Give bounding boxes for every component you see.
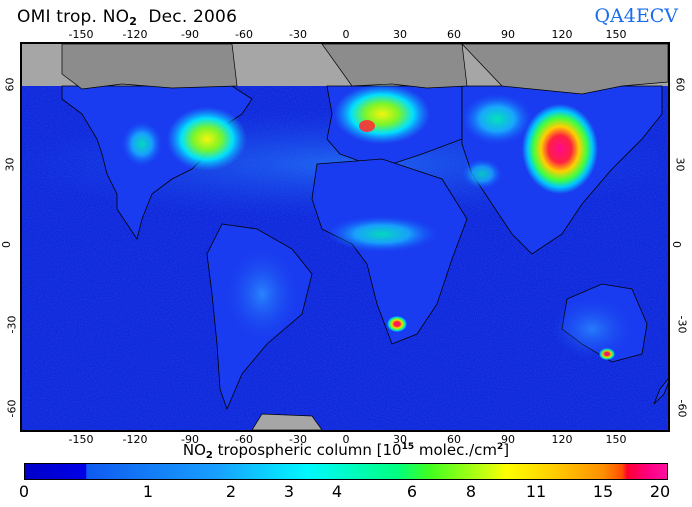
- lon-tick: -60: [235, 433, 253, 446]
- lon-tick: 90: [501, 28, 515, 41]
- lon-tick: 0: [342, 28, 350, 41]
- no2-map: [20, 42, 670, 432]
- lon-tick: 150: [605, 28, 627, 41]
- colorbar: [24, 463, 668, 480]
- lon-tick: 90: [501, 433, 515, 446]
- colorbar-label: 20: [649, 482, 671, 501]
- colorbar-label: 2: [225, 482, 237, 501]
- lon-tick: -120: [122, 433, 148, 446]
- colorbar-title: NO2 tropospheric column [1015 molec./cm2…: [0, 441, 692, 461]
- lon-tick: -90: [181, 28, 199, 41]
- lat-tick: 60: [673, 77, 687, 92]
- lon-tick: 150: [605, 433, 627, 446]
- colorbar-label: 15: [592, 482, 614, 501]
- colorbar-label: 11: [525, 482, 547, 501]
- cb-title-part: ]: [503, 441, 510, 459]
- lat-tick: 0: [0, 241, 13, 248]
- lat-tick: 30: [3, 157, 17, 172]
- lon-tick: -30: [289, 28, 307, 41]
- title-subscript: 2: [129, 15, 138, 28]
- colorbar-label: 1: [142, 482, 154, 501]
- title-date: Dec. 2006: [137, 7, 238, 27]
- cb-title-sup: 2: [497, 442, 504, 452]
- lon-tick: -60: [235, 28, 253, 41]
- lon-tick: 30: [393, 433, 407, 446]
- lon-tick: 30: [393, 28, 407, 41]
- lon-tick: 0: [342, 433, 350, 446]
- cb-title-part: molec./cm: [414, 441, 497, 459]
- lon-tick: -150: [68, 433, 94, 446]
- lat-tick: 60: [3, 77, 17, 92]
- brand-logo: QA4ECV: [594, 5, 678, 27]
- colorbar-label: 8: [465, 482, 477, 501]
- lat-tick: 0: [670, 241, 683, 248]
- cb-title-part: NO: [182, 441, 206, 459]
- title-text: OMI trop. NO: [17, 7, 130, 27]
- lat-tick: 30: [673, 157, 687, 172]
- lon-tick: -150: [68, 28, 94, 41]
- lon-tick: -120: [122, 28, 148, 41]
- colorbar-label: 3: [283, 482, 295, 501]
- lon-tick: -90: [181, 433, 199, 446]
- colorbar-label: 0: [18, 482, 30, 501]
- lat-tick: -30: [675, 315, 689, 334]
- lon-tick: 60: [447, 28, 461, 41]
- lat-tick: -30: [5, 315, 19, 334]
- colorbar-label: 4: [331, 482, 343, 501]
- lon-tick: 60: [447, 433, 461, 446]
- lon-tick: 120: [551, 28, 573, 41]
- cb-title-sub: 2: [205, 450, 213, 461]
- lat-tick: -60: [5, 399, 19, 418]
- lon-tick: -30: [289, 433, 307, 446]
- lat-tick: -60: [675, 399, 689, 418]
- map-graphic: [22, 44, 668, 430]
- map-title: OMI trop. NO2 Dec. 2006: [17, 7, 237, 28]
- cb-title-sup: 15: [401, 442, 415, 452]
- colorbar-label: 6: [406, 482, 418, 501]
- cb-title-part: tropospheric column [10: [212, 441, 402, 459]
- lon-tick: 120: [551, 433, 573, 446]
